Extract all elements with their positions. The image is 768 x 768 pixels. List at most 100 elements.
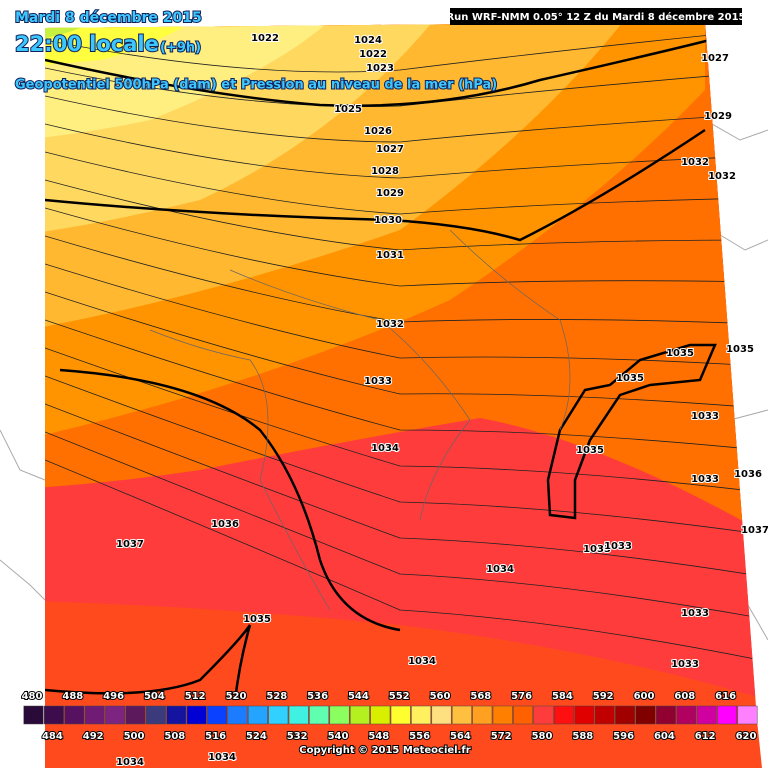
legend-label: 584 — [552, 691, 573, 702]
legend-label: 492 — [83, 731, 104, 742]
legend-label: 548 — [368, 731, 389, 742]
legend-swatch — [655, 705, 676, 725]
legend-label: 508 — [164, 731, 185, 742]
legend-swatch — [533, 705, 554, 725]
legend-label: 532 — [287, 731, 308, 742]
legend-label: 500 — [124, 731, 145, 742]
isobar — [45, 207, 761, 287]
isobar-label: 1034 — [408, 656, 436, 667]
legend-swatch — [247, 705, 268, 725]
legend-label: 480 — [22, 691, 43, 702]
legend-swatch — [717, 705, 738, 725]
legend-label: 520 — [226, 691, 247, 702]
isobar-label: 1029 — [704, 111, 732, 122]
isobar — [45, 29, 761, 73]
legend-label: 556 — [409, 731, 430, 742]
legend-label: 488 — [62, 691, 83, 702]
isobar-label: 1032 — [708, 171, 736, 182]
date: Mardi 8 décembre 2015 — [15, 10, 202, 26]
isobar-label: 1036 — [734, 469, 762, 480]
legend-label: 588 — [572, 731, 593, 742]
isobar — [45, 431, 761, 619]
isobar-label: 1037 — [741, 525, 768, 536]
isobar — [45, 151, 761, 215]
isobar-label: 1026 — [364, 126, 392, 137]
legend-label: 564 — [450, 731, 471, 742]
outer-borders — [0, 119, 768, 641]
legend-label: 576 — [511, 691, 532, 702]
isobar — [45, 347, 761, 493]
legend-swatch — [737, 705, 758, 725]
isobar-label: 1035 — [616, 373, 644, 384]
isobar-label: 1028 — [371, 166, 399, 177]
color-scale: 480 488 496 504 512 520 528 536 544 552 560 568 576 5… — [21, 690, 758, 743]
isobar-label: 1023 — [366, 63, 394, 74]
legend-swatch — [105, 705, 126, 725]
legend-swatch — [23, 705, 44, 725]
isobar-label: 1034 — [486, 564, 514, 575]
legend-label: 600 — [634, 691, 655, 702]
legend-swatch — [411, 705, 432, 725]
isobar — [45, 235, 761, 325]
isobar — [45, 67, 761, 107]
isobar-label: 1031 — [376, 250, 404, 261]
isobar-label: 1025 — [334, 104, 362, 115]
legend-label: 512 — [185, 691, 206, 702]
legend-label: 524 — [246, 731, 267, 742]
isobar-label: 1022 — [251, 33, 279, 44]
isobar-label: 1033 — [671, 659, 699, 670]
isobar — [45, 319, 761, 451]
legend-label: 516 — [205, 731, 226, 742]
isobar-label: 1033 — [691, 411, 719, 422]
legend-label: 580 — [532, 731, 553, 742]
run-info: Run WRF-NMM 0.05° 12 Z du Mardi 8 décemb… — [446, 11, 745, 23]
isobar — [45, 95, 761, 143]
isobar — [45, 403, 761, 577]
legend-label: 484 — [42, 731, 63, 742]
isobar — [45, 291, 761, 409]
legend-swatch — [207, 705, 228, 725]
isobar — [45, 263, 761, 367]
isobar — [45, 375, 761, 535]
legend-swatch — [84, 705, 105, 725]
legend-swatch — [309, 705, 330, 725]
legend-label: 592 — [593, 691, 614, 702]
legend-swatch — [553, 705, 574, 725]
isobar-label: 1033 — [681, 608, 709, 619]
legend-swatch — [390, 705, 411, 725]
legend-label: 504 — [144, 691, 165, 702]
isobar-label: 1032 — [376, 319, 404, 330]
lead-time: (+9h) — [160, 41, 201, 56]
isobar — [45, 123, 761, 179]
isobar-label: 1033 — [364, 376, 392, 387]
legend-swatch — [431, 705, 452, 725]
isobar-label: 1027 — [701, 53, 729, 64]
legend-swatch — [574, 705, 595, 725]
thick-isobars — [45, 38, 717, 701]
legend-swatch — [186, 705, 207, 725]
legend-swatch — [615, 705, 636, 725]
legend-label: 616 — [715, 691, 736, 702]
legend-swatch — [268, 705, 289, 725]
legend-label: 544 — [348, 691, 369, 702]
isobar-label: 1035 — [726, 344, 754, 355]
legend-label: 552 — [389, 691, 410, 702]
isobar-label: 1029 — [376, 188, 404, 199]
isobar-label: 1037 — [116, 539, 144, 550]
legend-label: 596 — [613, 731, 634, 742]
isobar-label: 1035 — [576, 445, 604, 456]
legend-swatch — [472, 705, 493, 725]
legend-label: 536 — [307, 691, 328, 702]
legend-swatch — [492, 705, 513, 725]
legend-swatch — [166, 705, 187, 725]
legend-swatch — [635, 705, 656, 725]
legend-label: 568 — [470, 691, 491, 702]
legend-swatch — [513, 705, 534, 725]
legend-swatch — [43, 705, 64, 725]
legend-swatch — [594, 705, 615, 725]
isobar-label: 1027 — [376, 144, 404, 155]
legend-label: 496 — [103, 691, 124, 702]
run-box — [450, 8, 742, 25]
isobar-label: 1022 — [359, 49, 387, 60]
